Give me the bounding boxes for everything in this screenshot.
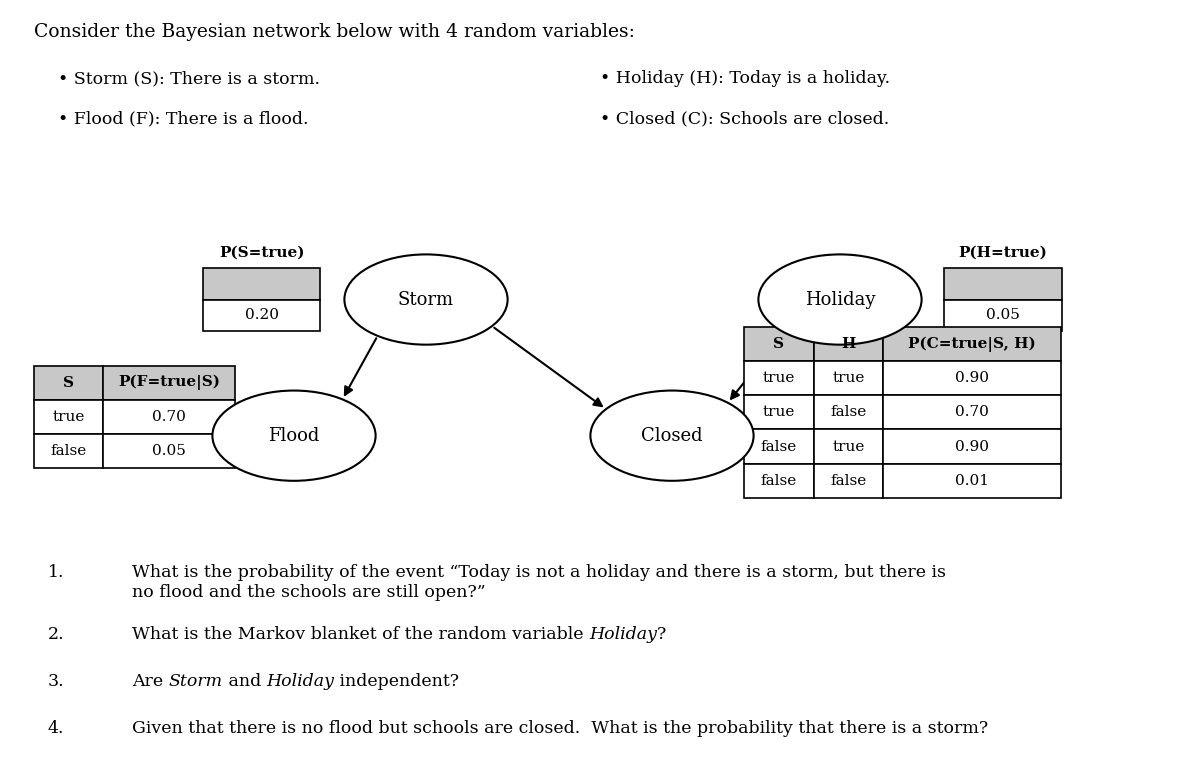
Text: false: false <box>761 474 797 488</box>
Text: Holiday: Holiday <box>589 626 658 643</box>
Text: false: false <box>761 440 797 454</box>
Text: What is the Markov blanket of the random variable: What is the Markov blanket of the random… <box>132 626 589 643</box>
Text: 2.: 2. <box>48 626 65 643</box>
Text: Storm: Storm <box>169 673 223 690</box>
Ellipse shape <box>212 391 376 481</box>
Text: 0.90: 0.90 <box>955 371 989 385</box>
FancyBboxPatch shape <box>34 434 103 468</box>
Text: Holiday: Holiday <box>805 290 875 309</box>
Text: P(H=true): P(H=true) <box>959 246 1048 260</box>
Text: Consider the Bayesian network below with 4 random variables:: Consider the Bayesian network below with… <box>34 23 635 41</box>
Text: What is the probability of the event “Today is not a holiday and there is a stor: What is the probability of the event “To… <box>132 564 946 601</box>
Text: P(C=true|S, H): P(C=true|S, H) <box>908 336 1036 352</box>
Text: Holiday: Holiday <box>266 673 335 690</box>
Text: 0.70: 0.70 <box>152 410 186 424</box>
FancyBboxPatch shape <box>814 395 883 429</box>
FancyBboxPatch shape <box>203 300 320 331</box>
Text: true: true <box>763 405 794 419</box>
FancyBboxPatch shape <box>34 400 103 434</box>
Text: and: and <box>223 673 266 690</box>
FancyBboxPatch shape <box>814 361 883 395</box>
Text: Are: Are <box>132 673 169 690</box>
Text: Closed: Closed <box>641 426 703 445</box>
Text: 1.: 1. <box>48 564 65 581</box>
FancyBboxPatch shape <box>744 361 814 395</box>
FancyBboxPatch shape <box>103 434 235 468</box>
Text: Holiday: Holiday <box>266 673 335 690</box>
Text: Flood: Flood <box>269 426 319 445</box>
FancyBboxPatch shape <box>744 464 814 498</box>
FancyBboxPatch shape <box>744 429 814 464</box>
FancyBboxPatch shape <box>814 429 883 464</box>
FancyBboxPatch shape <box>34 366 103 400</box>
Text: P(S=true): P(S=true) <box>218 246 305 260</box>
Text: true: true <box>53 410 84 424</box>
FancyBboxPatch shape <box>883 429 1061 464</box>
FancyBboxPatch shape <box>814 327 883 361</box>
Text: Storm: Storm <box>398 290 454 309</box>
FancyBboxPatch shape <box>944 268 1062 300</box>
Text: Holiday: Holiday <box>589 626 658 643</box>
Text: H: H <box>841 337 856 351</box>
Text: 4.: 4. <box>48 720 65 737</box>
Text: independent?: independent? <box>335 673 460 690</box>
Text: • Storm (S): There is a storm.: • Storm (S): There is a storm. <box>58 70 319 87</box>
Text: false: false <box>830 474 866 488</box>
FancyBboxPatch shape <box>883 464 1061 498</box>
Text: false: false <box>830 405 866 419</box>
Text: independent?: independent? <box>335 673 460 690</box>
FancyBboxPatch shape <box>203 268 320 300</box>
Text: S: S <box>773 337 785 351</box>
Text: What is the Markov blanket of the random variable: What is the Markov blanket of the random… <box>132 626 589 643</box>
FancyBboxPatch shape <box>103 400 235 434</box>
Text: 0.05: 0.05 <box>986 308 1020 322</box>
FancyBboxPatch shape <box>883 361 1061 395</box>
Text: 0.05: 0.05 <box>152 444 186 458</box>
Text: Given that there is no flood but schools are closed.  What is the probability th: Given that there is no flood but schools… <box>132 720 988 737</box>
Text: • Closed (C): Schools are closed.: • Closed (C): Schools are closed. <box>600 110 889 128</box>
FancyBboxPatch shape <box>103 366 235 400</box>
Text: • Flood (F): There is a flood.: • Flood (F): There is a flood. <box>58 110 308 128</box>
Ellipse shape <box>590 391 754 481</box>
Text: 0.01: 0.01 <box>955 474 989 488</box>
Text: true: true <box>763 371 794 385</box>
Text: false: false <box>50 444 86 458</box>
FancyBboxPatch shape <box>744 327 814 361</box>
FancyBboxPatch shape <box>814 464 883 498</box>
Text: ?: ? <box>658 626 666 643</box>
Text: 0.70: 0.70 <box>955 405 989 419</box>
Text: Are: Are <box>132 673 169 690</box>
Text: 0.90: 0.90 <box>955 440 989 454</box>
FancyBboxPatch shape <box>883 327 1061 361</box>
Text: Storm: Storm <box>169 673 223 690</box>
Text: and: and <box>223 673 266 690</box>
Text: S: S <box>62 376 74 390</box>
Text: true: true <box>833 440 864 454</box>
Text: 3.: 3. <box>48 673 65 690</box>
Ellipse shape <box>758 254 922 345</box>
Text: P(F=true|S): P(F=true|S) <box>119 375 221 391</box>
Text: • Holiday (H): Today is a holiday.: • Holiday (H): Today is a holiday. <box>600 70 890 87</box>
Text: true: true <box>833 371 864 385</box>
Text: 0.20: 0.20 <box>245 308 278 322</box>
Ellipse shape <box>344 254 508 345</box>
FancyBboxPatch shape <box>883 395 1061 429</box>
FancyBboxPatch shape <box>744 395 814 429</box>
FancyBboxPatch shape <box>944 300 1062 331</box>
